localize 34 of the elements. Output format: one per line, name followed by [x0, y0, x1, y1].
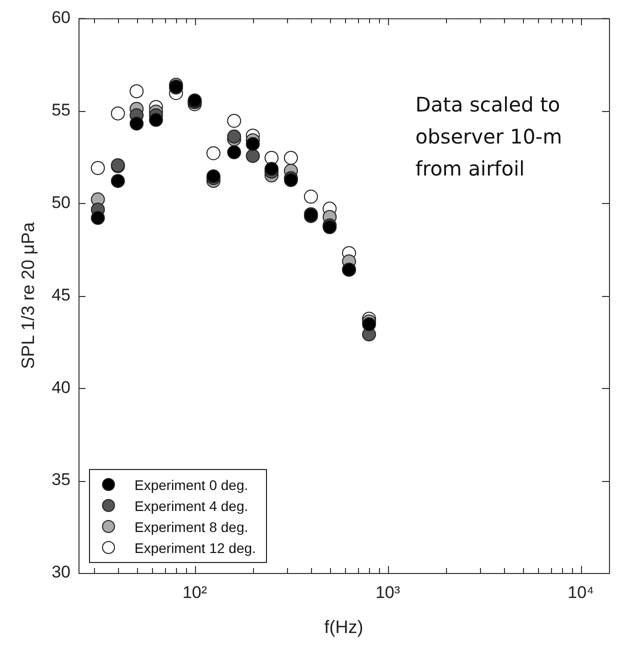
point [148, 112, 163, 127]
point [264, 162, 279, 176]
point [90, 210, 105, 225]
y-tick-label: 55 [52, 100, 71, 120]
x-axis-title: f(Hz) [324, 617, 364, 638]
x-tick-label: 10² [182, 582, 208, 602]
point [246, 136, 260, 151]
y-tick-label: 50 [52, 192, 71, 212]
point [227, 145, 242, 160]
point [284, 150, 298, 165]
point [130, 116, 144, 131]
x-tick-label: 10⁴ [568, 582, 594, 602]
point [304, 190, 318, 204]
legend-label: Experiment 0 deg. [134, 476, 248, 492]
point [362, 317, 376, 332]
point [110, 106, 125, 120]
y-tick-label: 45 [52, 285, 71, 304]
point [130, 84, 144, 98]
y-tick-label: 35 [52, 470, 71, 490]
point [246, 148, 260, 163]
x-tick-label: 10³ [375, 582, 400, 602]
y-axis-title: SPL 1/3 re 20 μPa [18, 221, 38, 369]
legend-label: Experiment 4 deg. [134, 498, 248, 514]
point [227, 130, 242, 144]
point [110, 174, 125, 188]
point [90, 160, 105, 175]
legend-label: Experiment 8 deg. [134, 518, 248, 534]
legend-label: Experiment 12 deg. [134, 540, 256, 556]
point [206, 146, 220, 160]
annotation: Data scaled to observer 10-m from airfoil [415, 92, 562, 180]
y-tick-label: 40 [52, 378, 71, 397]
point [227, 114, 242, 128]
y-tick-label: 60 [52, 8, 71, 27]
y-tick-label: 30 [52, 562, 71, 582]
